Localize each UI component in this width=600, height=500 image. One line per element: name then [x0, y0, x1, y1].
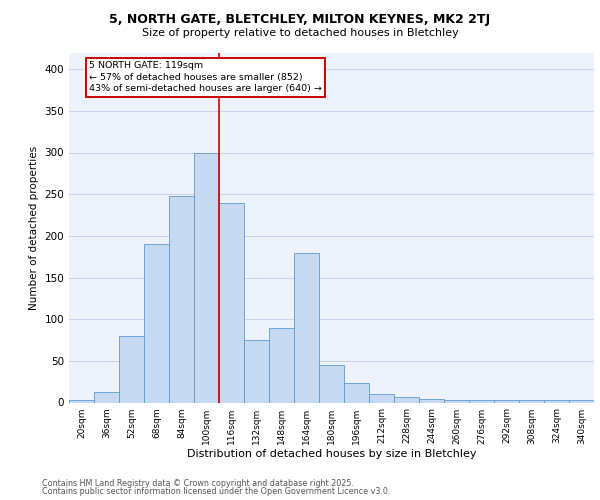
- Text: Size of property relative to detached houses in Bletchley: Size of property relative to detached ho…: [142, 28, 458, 38]
- Bar: [319, 365, 344, 403]
- Bar: [469, 400, 494, 402]
- Bar: [294, 252, 319, 402]
- Bar: [394, 396, 419, 402]
- Bar: [444, 400, 469, 402]
- Bar: [69, 400, 94, 402]
- Bar: [369, 394, 394, 402]
- Bar: [119, 336, 144, 402]
- Bar: [544, 400, 569, 402]
- Text: 5 NORTH GATE: 119sqm
← 57% of detached houses are smaller (852)
43% of semi-deta: 5 NORTH GATE: 119sqm ← 57% of detached h…: [89, 61, 322, 94]
- Bar: [419, 399, 444, 402]
- Text: Contains HM Land Registry data © Crown copyright and database right 2025.: Contains HM Land Registry data © Crown c…: [42, 478, 354, 488]
- Bar: [269, 328, 294, 402]
- Bar: [494, 400, 519, 402]
- Bar: [169, 196, 194, 402]
- X-axis label: Distribution of detached houses by size in Bletchley: Distribution of detached houses by size …: [187, 450, 476, 460]
- Bar: [569, 400, 594, 402]
- Bar: [94, 392, 119, 402]
- Bar: [144, 244, 169, 402]
- Text: 5, NORTH GATE, BLETCHLEY, MILTON KEYNES, MK2 2TJ: 5, NORTH GATE, BLETCHLEY, MILTON KEYNES,…: [109, 12, 491, 26]
- Bar: [344, 384, 369, 402]
- Bar: [244, 340, 269, 402]
- Bar: [194, 152, 219, 402]
- Bar: [219, 202, 244, 402]
- Text: Contains public sector information licensed under the Open Government Licence v3: Contains public sector information licen…: [42, 487, 391, 496]
- Y-axis label: Number of detached properties: Number of detached properties: [29, 146, 39, 310]
- Bar: [519, 400, 544, 402]
